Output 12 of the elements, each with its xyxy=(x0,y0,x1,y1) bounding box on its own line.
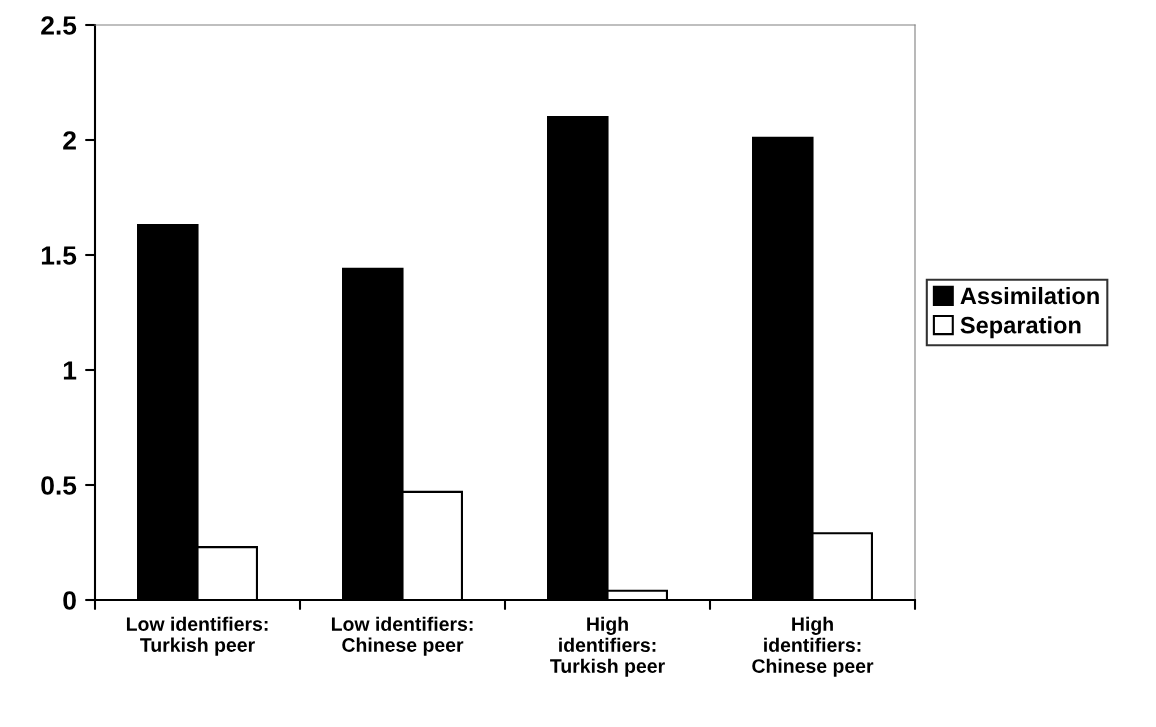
y-tick-label: 0 xyxy=(63,591,76,610)
legend-label: Assimilation xyxy=(960,286,1099,305)
x-tick-label: High identifiers: Turkish peer xyxy=(550,616,665,677)
y-tick-label: 2.5 xyxy=(41,16,77,35)
y-tick-label: 1.5 xyxy=(41,246,77,265)
y-tick-label: 0.5 xyxy=(41,476,77,495)
legend-label: Separation xyxy=(960,316,1081,339)
y-tick-label: 2 xyxy=(63,131,76,150)
x-tick-label: Low identifiers: Turkish peer xyxy=(126,616,268,656)
x-tick-label: Low identifiers: Chinese peer xyxy=(331,616,473,656)
y-tick-label: 1 xyxy=(63,361,77,380)
x-tick-label: High identifiers: Chinese peer xyxy=(752,616,874,677)
